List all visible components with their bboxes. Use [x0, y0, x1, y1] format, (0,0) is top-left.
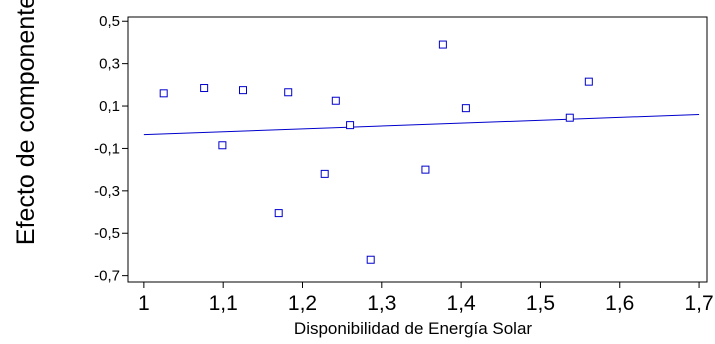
data-point: [584, 77, 593, 86]
x-tick-label: 1,5: [526, 292, 555, 315]
data-point: [274, 209, 283, 218]
y-tick-label: 0,1: [99, 98, 120, 115]
data-point: [438, 40, 447, 49]
y-tick-label: -0,7: [94, 268, 120, 285]
y-tick-label: -0,5: [94, 225, 120, 242]
data-point: [331, 96, 340, 105]
data-point: [366, 255, 375, 264]
data-point: [421, 165, 430, 174]
data-point: [565, 113, 574, 122]
x-tick-label: 1: [138, 292, 150, 315]
data-point: [218, 141, 227, 150]
data-point: [461, 104, 470, 113]
plot-frame: [127, 16, 708, 283]
y-tick-label: 0,5: [99, 13, 120, 30]
x-tick-label: 1,6: [605, 292, 634, 315]
y-axis-ticks: 0,5 0,3 0,1 -0,1 -0,3 -0,5 -0,7: [94, 13, 128, 285]
data-point: [239, 86, 248, 95]
data-point: [346, 121, 355, 130]
data-point: [320, 169, 329, 178]
y-tick-label: -0,1: [94, 140, 120, 157]
x-axis-title: Disponibilidad de Energía Solar: [294, 319, 532, 338]
plot-area: [127, 16, 708, 283]
x-tick-label: 1,4: [447, 292, 477, 315]
y-tick-label: 0,3: [99, 56, 120, 73]
x-tick-label: 1,2: [288, 292, 317, 315]
regression-line: [143, 114, 700, 136]
x-tick-label: 1,3: [367, 292, 396, 315]
x-axis-ticks: 1 1,1 1,2 1,3 1,4 1,5 1,6 1,7: [138, 282, 714, 315]
data-point: [159, 89, 168, 98]
data-point: [284, 88, 293, 97]
x-tick-label: 1,1: [209, 292, 238, 315]
y-tick-label: -0,3: [94, 183, 120, 200]
data-points: [159, 40, 593, 264]
y-axis-title: Efecto de componente: [12, 0, 40, 245]
data-point: [200, 84, 209, 93]
x-tick-label: 1,7: [684, 292, 713, 315]
